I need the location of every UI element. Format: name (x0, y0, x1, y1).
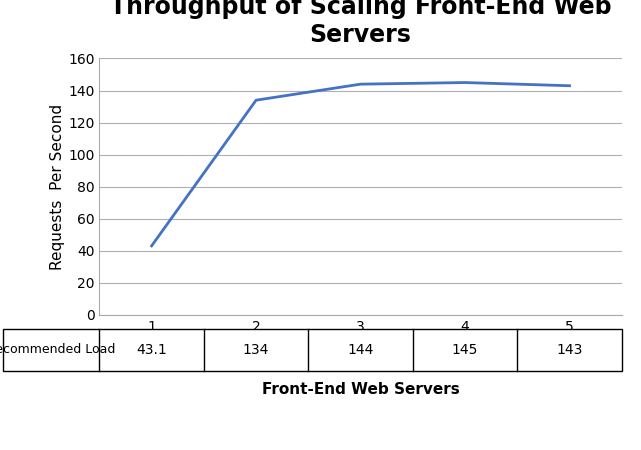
Text: 145: 145 (452, 343, 478, 357)
Title: Throughput of Scaling Front-End Web
Servers: Throughput of Scaling Front-End Web Serv… (110, 0, 612, 47)
Text: 144: 144 (347, 343, 374, 357)
Y-axis label: Requests  Per Second: Requests Per Second (50, 104, 65, 270)
Text: 143: 143 (556, 343, 583, 357)
Text: Recommended Load: Recommended Load (0, 343, 115, 356)
Text: 43.1: 43.1 (137, 343, 167, 357)
Text: 134: 134 (243, 343, 269, 357)
Text: Front-End Web Servers: Front-End Web Servers (262, 382, 460, 397)
